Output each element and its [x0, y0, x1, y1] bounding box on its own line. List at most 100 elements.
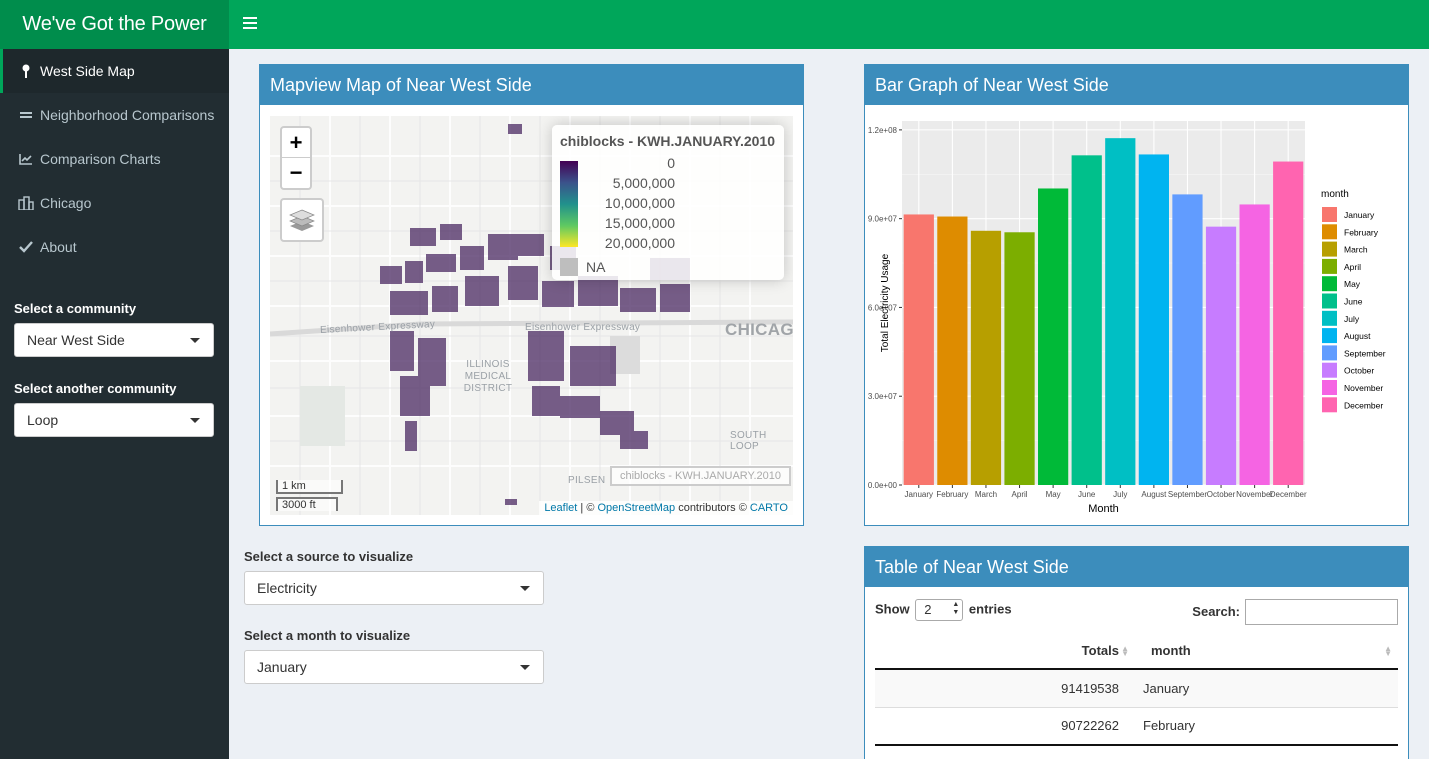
legend-label: 5,000,000	[612, 175, 675, 191]
legend-swatch	[1322, 328, 1337, 344]
column-header-totals[interactable]: Totals ▲ ▼	[875, 633, 1135, 670]
map-label-medical-district: ILLINOIS MEDICAL DISTRICT	[463, 359, 513, 394]
month-label: Select a month to visualize	[244, 628, 411, 643]
sidebar-item-west-side-map[interactable]: West Side Map	[0, 49, 229, 93]
x-tick-label: February	[936, 490, 968, 499]
zoom-out-button[interactable]: −	[289, 160, 303, 185]
sidebar-item-label: Chicago	[40, 195, 92, 211]
y-tick-label: 1.2e+08	[868, 126, 898, 135]
legend-swatch	[1322, 380, 1337, 395]
x-tick-label: September	[1168, 490, 1207, 499]
legend-title: chiblocks - KWH.JANUARY.2010	[560, 133, 775, 149]
zoom-control: + −	[280, 126, 312, 190]
source-label: Select a source to visualize	[244, 549, 414, 564]
other-community-select[interactable]: Loop	[14, 403, 214, 437]
layers-button[interactable]	[280, 198, 324, 242]
sidebar: West Side Map Neighborhood Comparisons C…	[0, 49, 229, 759]
table-title: Table of Near West Side	[865, 547, 1408, 587]
sidebar-item-chicago[interactable]: Chicago	[0, 181, 229, 225]
line-chart-icon	[17, 152, 35, 166]
legend-gradient	[560, 161, 578, 247]
legend-label: 20,000,000	[604, 235, 675, 251]
building-icon	[17, 196, 35, 210]
x-tick-label: December	[1270, 490, 1307, 499]
legend-swatch	[1322, 362, 1337, 378]
chevron-down-icon	[520, 586, 530, 591]
sidebar-item-label: About	[40, 239, 77, 255]
y-tick-label: 6.0e+07	[868, 303, 898, 312]
bar	[1239, 204, 1270, 485]
x-tick-label: July	[1113, 490, 1127, 499]
zoom-in-button[interactable]: +	[282, 128, 310, 158]
search-label: Search:	[1192, 604, 1240, 619]
legend-na-swatch	[560, 258, 578, 276]
search-input[interactable]	[1245, 599, 1398, 625]
column-header-label: Totals	[1081, 643, 1119, 658]
chevron-down-icon	[190, 418, 200, 423]
legend-label: August	[1344, 331, 1371, 341]
source-select[interactable]: Electricity	[244, 571, 544, 605]
scale-bar-ft: 3000 ft	[276, 497, 338, 511]
legend-label: December	[1344, 400, 1383, 410]
attribution-separator: | ©	[577, 502, 598, 514]
x-axis-label: Month	[1088, 503, 1119, 515]
table-controls: Show 2 ▲ ▼ entries Search:	[875, 599, 1398, 625]
sidebar-item-label: Comparison Charts	[40, 151, 161, 167]
table-box: Table of Near West Side Show 2 ▲ ▼ entries…	[864, 546, 1409, 759]
other-community-label: Select another community	[14, 381, 177, 396]
map-label-eisenhower: Eisenhower Expressway	[525, 322, 641, 333]
y-tick-label: 3.0e+07	[868, 392, 898, 401]
map-label-pilsen: PILSEN	[568, 475, 606, 486]
y-tick-label: 9.0e+07	[868, 215, 898, 224]
x-tick-label: May	[1046, 490, 1061, 499]
y-axis-label: Total Electricity Usage	[880, 253, 891, 352]
sort-icon: ▲ ▼	[1384, 644, 1392, 658]
bar	[1105, 138, 1136, 485]
legend-swatch	[1322, 224, 1337, 240]
community-select-value: Near West Side	[27, 332, 125, 348]
legend-label: November	[1344, 383, 1383, 393]
leaflet-link[interactable]: Leaflet	[544, 502, 578, 514]
legend-swatch	[1322, 207, 1337, 222]
legend-swatch	[1322, 293, 1337, 309]
cell-totals: 90722262	[875, 706, 1135, 746]
attribution-text: contributors ©	[675, 502, 750, 514]
bar	[937, 216, 968, 485]
stepper-arrows-icon: ▲ ▼	[952, 601, 960, 616]
map-label-south-loop: SOUTH LOOP	[730, 430, 767, 452]
equals-icon	[17, 108, 35, 122]
bar	[903, 214, 934, 485]
x-tick-label: January	[905, 490, 933, 499]
map-marker-icon	[17, 64, 35, 78]
bar-graph-box: Bar Graph of Near West Side 0.0e+00 3.0e+…	[864, 64, 1409, 526]
y-tick-label: 0.0e+00	[868, 481, 898, 490]
sidebar-item-about[interactable]: About	[0, 225, 229, 269]
leaflet-map[interactable]: + − chiblocks - KWH.JANUARY.2010 0 5,000…	[270, 116, 793, 515]
legend-swatch	[1322, 276, 1337, 292]
bar	[970, 230, 1002, 485]
legend-na-label: NA	[586, 259, 606, 275]
chevron-down-icon	[520, 665, 530, 670]
community-select[interactable]: Near West Side	[14, 323, 214, 357]
show-label: Show	[875, 601, 910, 617]
check-icon	[17, 240, 35, 254]
bar	[1071, 155, 1102, 485]
entries-select[interactable]: 2 ▲ ▼	[915, 599, 964, 621]
other-community-select-value: Loop	[27, 412, 59, 428]
sidebar-toggle-icon[interactable]	[243, 17, 257, 31]
osm-link[interactable]: OpenStreetMap	[597, 502, 676, 514]
bar	[1205, 226, 1237, 485]
bar	[1273, 161, 1304, 485]
month-select[interactable]: January	[244, 650, 544, 684]
scale-bar-km: 1 km	[276, 480, 343, 494]
map-legend: chiblocks - KWH.JANUARY.2010 0 5,000,000…	[552, 125, 784, 280]
sidebar-item-label: West Side Map	[40, 63, 135, 79]
column-header-month[interactable]: month ▲ ▼	[1135, 633, 1398, 670]
map-attribution: Leaflet | © OpenStreetMap contributors ©…	[539, 501, 793, 515]
bar	[1138, 154, 1169, 485]
legend-label: June	[1344, 297, 1363, 307]
chevron-down-icon	[190, 338, 200, 343]
sidebar-item-neighborhood-comparisons[interactable]: Neighborhood Comparisons	[0, 93, 229, 137]
sidebar-item-comparison-charts[interactable]: Comparison Charts	[0, 137, 229, 181]
carto-link[interactable]: CARTO	[749, 502, 788, 514]
